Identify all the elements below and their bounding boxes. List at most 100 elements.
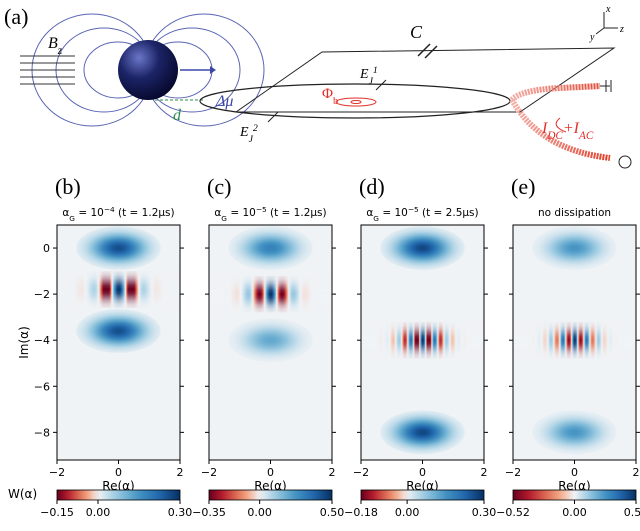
fringe-stripe (423, 321, 425, 359)
fringe-stripe (367, 321, 369, 359)
fringe-stripe (295, 275, 297, 313)
fringe-stripe (473, 321, 475, 359)
wigner-fringe (57, 271, 180, 308)
capacitor (424, 45, 438, 59)
fringe-stripe (94, 271, 96, 308)
fringe-stripe (596, 321, 598, 359)
fringe-stripe (58, 271, 60, 308)
fringe-stripe (276, 275, 278, 313)
fringe-stripe (103, 271, 105, 308)
fringe-stripe (590, 321, 592, 359)
fringe-stripe (448, 321, 451, 359)
fringe-stripe (103, 271, 105, 308)
junction (267, 111, 279, 123)
fringe-stripe (527, 321, 529, 359)
fringe-stripe (307, 275, 309, 313)
fringe-stripe (578, 321, 580, 359)
fringe-stripe (438, 321, 440, 359)
fringe-stripe (226, 275, 228, 313)
fringe-stripe (71, 271, 73, 308)
fringe-stripe (168, 271, 170, 308)
colorbar (512, 489, 637, 501)
fringe-stripe (86, 271, 88, 308)
fringe-stripe (619, 321, 621, 359)
fringe-stripe (262, 275, 264, 313)
fringe-stripe (224, 275, 226, 313)
fringe-stripe (410, 321, 412, 359)
fringe-stripe (611, 321, 613, 359)
fringe-stripe (102, 271, 104, 308)
fringe-stripe (59, 271, 61, 308)
fringe-stripe (556, 321, 558, 359)
fringe-stripe (567, 321, 569, 359)
fringe-stripe (209, 275, 211, 313)
fringe-stripe (535, 321, 537, 359)
fringe-stripe (320, 275, 323, 313)
axis-label: y (589, 32, 595, 43)
fringe-stripe (216, 275, 219, 313)
fringe-stripe (372, 321, 374, 359)
fringe-stripe (384, 321, 387, 359)
fringe-stripe (136, 271, 139, 308)
heatmap (209, 225, 332, 460)
fringe-stripe (456, 321, 458, 359)
fringe-stripe (136, 271, 138, 308)
fringe-stripe (242, 275, 244, 313)
fringe-stripe (269, 275, 271, 313)
fringe-stripe (71, 271, 73, 308)
fringe-stripe (143, 271, 145, 308)
fringe-stripe (79, 271, 81, 308)
fringe-stripe (100, 271, 102, 308)
fringe-stripe (567, 321, 569, 359)
fringe-stripe (562, 321, 564, 359)
fringe-stripe (60, 271, 62, 308)
fringe-stripe (443, 321, 445, 359)
text-run: (t = 1.2μs) (115, 207, 175, 219)
fringe-stripe (137, 271, 139, 308)
fringe-stripe (165, 271, 167, 308)
fringe-stripe (319, 275, 321, 313)
fringe-stripe (327, 275, 329, 313)
fringe-stripe (621, 321, 623, 359)
fringe-stripe (109, 271, 111, 308)
fringe-stripe (419, 321, 421, 359)
fringe-stripe (380, 321, 382, 359)
wigner-fringe (513, 321, 636, 359)
fringe-stripe (415, 321, 417, 359)
fringe-stripe (253, 275, 255, 313)
fringe-stripe (383, 321, 385, 359)
fringe-stripe (477, 321, 479, 359)
fringe-stripe (407, 321, 409, 359)
fringe-stripe (143, 271, 145, 308)
fringe-stripe (239, 275, 241, 313)
fringe-stripe (292, 275, 294, 313)
fringe-stripe (608, 321, 611, 359)
fringe-stripe (232, 275, 234, 313)
text-run: b (333, 96, 338, 107)
fringe-stripe (421, 321, 423, 359)
fringe-stripe (323, 275, 325, 313)
fringe-stripe (65, 271, 67, 308)
fringe-stripe (513, 321, 515, 359)
fringe-stripe (311, 275, 313, 313)
fringe-stripe (106, 271, 109, 308)
fringe-stripe (459, 321, 461, 359)
fringe-stripe (112, 271, 115, 308)
fringe-stripe (101, 271, 103, 308)
fringe-stripe (630, 321, 632, 359)
fringe-stripe (156, 271, 158, 308)
fringe-stripe (218, 275, 221, 313)
fringe-stripe (105, 271, 107, 308)
fringe-stripe (422, 321, 424, 359)
fringe-stripe (390, 321, 392, 359)
fringe-stripe (546, 321, 548, 359)
fringe-stripe (76, 271, 78, 308)
fringe-stripe (623, 321, 625, 359)
fringe-stripe (116, 271, 118, 308)
fringe-stripe (177, 271, 179, 308)
fringe-stripe (145, 271, 147, 308)
fringe-stripe (602, 321, 604, 359)
fringe-stripe (291, 275, 293, 313)
x-tick-label: −2 (505, 466, 521, 479)
fringe-stripe (129, 271, 131, 308)
